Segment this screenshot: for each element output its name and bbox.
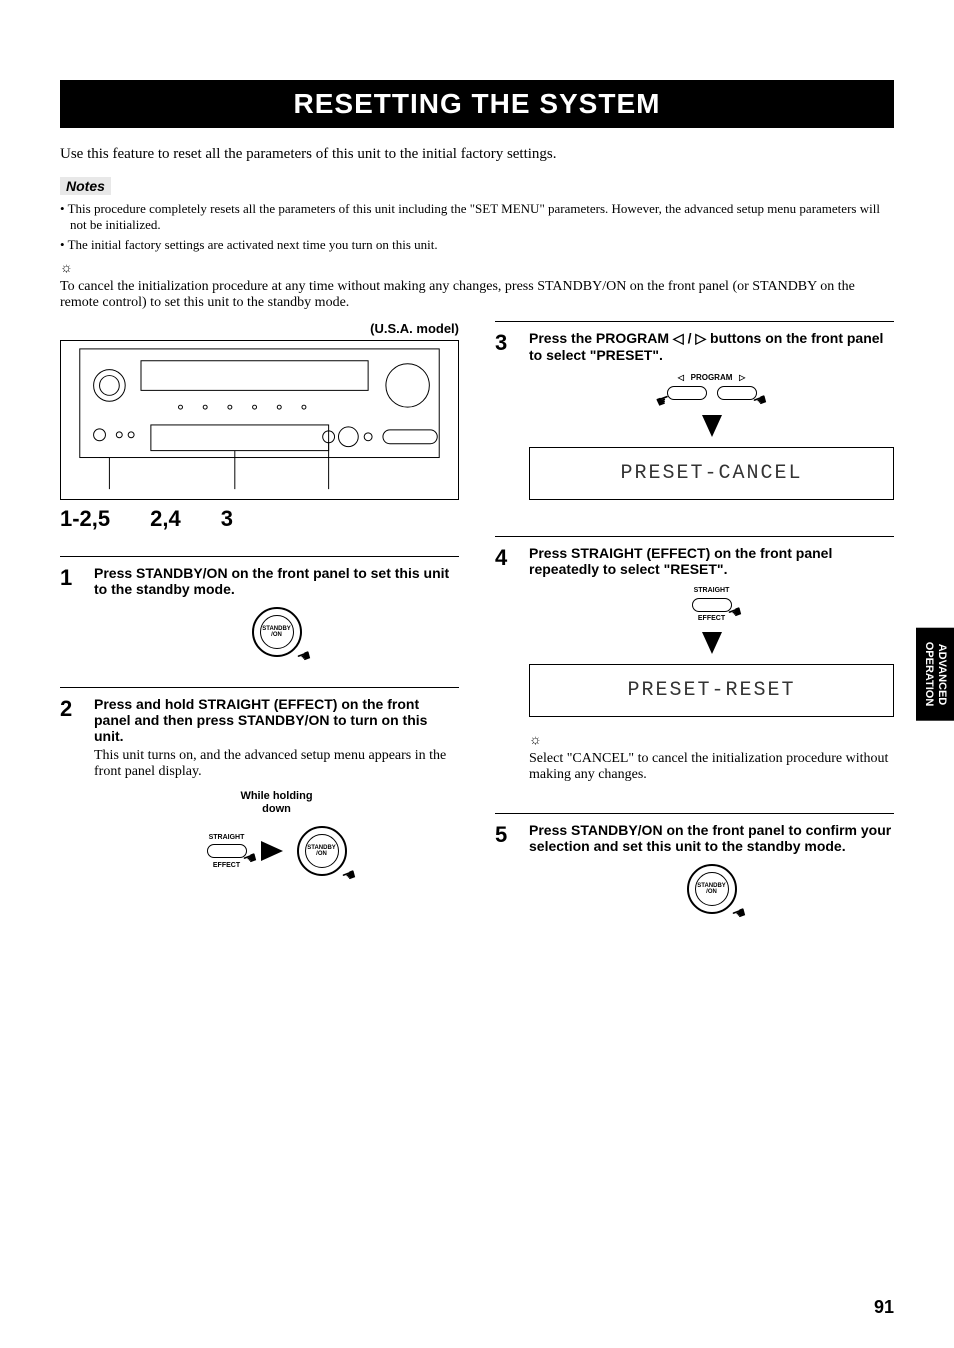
right-column: 3 Press the PROGRAM ◁ / ▷ buttons on the… xyxy=(495,321,894,944)
display-readout: PRESET-RESET xyxy=(529,664,894,717)
straight-button-icon: ☚ xyxy=(692,598,732,612)
step-number: 1 xyxy=(60,565,80,667)
page-number: 91 xyxy=(874,1297,894,1318)
page-title: RESETTING THE SYSTEM xyxy=(60,80,894,128)
step-1: 1 Press STANDBY/ON on the front panel to… xyxy=(60,556,459,667)
program-right-button-icon: ☚ xyxy=(717,386,757,400)
straight-button-icon: ☚ xyxy=(207,844,247,858)
note-item: This procedure completely resets all the… xyxy=(60,201,894,233)
intro-text: Use this feature to reset all the parame… xyxy=(60,146,894,163)
side-tab-line: ADVANCED xyxy=(936,643,948,705)
step-heading: Press STANDBY/ON on the front panel to c… xyxy=(529,822,894,854)
side-tab: ADVANCED OPERATION xyxy=(916,628,954,721)
hand-icon: ☚ xyxy=(294,645,314,669)
note-item: The initial factory settings are activat… xyxy=(60,237,894,253)
step-2: 2 Press and hold STRAIGHT (EFFECT) on th… xyxy=(60,687,459,886)
notes-list: This procedure completely resets all the… xyxy=(60,201,894,253)
right-triangle-icon: ▷ xyxy=(739,373,745,382)
tip-text: To cancel the initialization procedure a… xyxy=(60,279,894,311)
step-4: 4 Press STRAIGHT (EFFECT) on the front p… xyxy=(495,536,894,793)
callout: 3 xyxy=(221,506,233,532)
step-heading: Press the PROGRAM ◁ / ▷ buttons on the f… xyxy=(529,330,894,363)
btn-label: EFFECT xyxy=(692,615,732,622)
step-heading: Press and hold STRAIGHT (EFFECT) on the … xyxy=(94,696,459,744)
step-number: 5 xyxy=(495,822,515,924)
btn-label: EFFECT xyxy=(207,862,247,869)
model-label: (U.S.A. model) xyxy=(60,321,459,336)
standby-button-icon: STANDBY /ON ☚ xyxy=(252,607,302,657)
step-number: 4 xyxy=(495,545,515,793)
btn-label: /ON xyxy=(316,851,327,857)
hand-icon: ☚ xyxy=(729,902,749,926)
step-number: 3 xyxy=(495,330,515,516)
step-heading: Press STRAIGHT (EFFECT) on the front pan… xyxy=(529,545,894,577)
arrow-down-icon xyxy=(702,415,722,437)
left-triangle-icon: ◁ xyxy=(678,373,684,382)
standby-button-icon: STANDBY /ON ☚ xyxy=(297,826,347,876)
device-illustration xyxy=(61,341,458,499)
arrow-right-icon xyxy=(261,841,283,861)
program-left-button-icon: ☛ xyxy=(667,386,707,400)
notes-heading: Notes xyxy=(60,177,111,195)
tip-icon: ☼ xyxy=(529,733,894,749)
callout: 2,4 xyxy=(150,506,181,532)
display-readout: PRESET-CANCEL xyxy=(529,447,894,500)
callout: 1-2,5 xyxy=(60,506,110,532)
btn-label: /ON xyxy=(271,632,282,638)
step-description: This unit turns on, and the advanced set… xyxy=(94,748,459,780)
arrow-down-icon xyxy=(702,632,722,654)
side-tab-line: OPERATION xyxy=(923,642,935,707)
step-tip: Select "CANCEL" to cancel the initializa… xyxy=(529,751,894,783)
btn-label: /ON xyxy=(706,889,717,895)
hold-caption: While holding xyxy=(94,790,459,803)
standby-button-icon: STANDBY /ON ☚ xyxy=(687,864,737,914)
btn-label: STRAIGHT xyxy=(692,587,732,594)
device-figure xyxy=(60,340,459,500)
btn-label: STRAIGHT xyxy=(207,834,247,841)
left-column: (U.S.A. model) xyxy=(60,321,459,944)
figure-callouts: 1-2,5 2,4 3 xyxy=(60,506,459,532)
hand-icon: ☚ xyxy=(339,865,359,889)
program-label: PROGRAM xyxy=(691,373,733,382)
hand-icon: ☛ xyxy=(653,389,673,413)
step-5: 5 Press STANDBY/ON on the front panel to… xyxy=(495,813,894,924)
hand-icon: ☚ xyxy=(750,389,770,413)
step-number: 2 xyxy=(60,696,80,886)
hold-caption: down xyxy=(94,803,459,816)
step-heading: Press STANDBY/ON on the front panel to s… xyxy=(94,565,459,597)
step-3: 3 Press the PROGRAM ◁ / ▷ buttons on the… xyxy=(495,321,894,516)
tip-icon: ☼ xyxy=(60,261,894,277)
